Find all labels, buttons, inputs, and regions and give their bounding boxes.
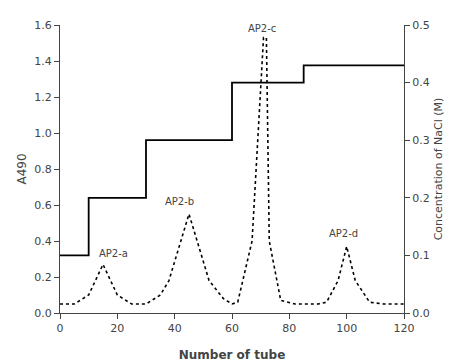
- svg-text:0.0: 0.0: [34, 307, 52, 320]
- svg-text:1.6: 1.6: [34, 19, 52, 32]
- svg-text:0.6: 0.6: [34, 199, 52, 212]
- svg-text:Number of tube: Number of tube: [179, 348, 286, 362]
- svg-text:0.3: 0.3: [412, 134, 430, 147]
- svg-text:0.2: 0.2: [412, 192, 430, 205]
- svg-text:A490: A490: [15, 153, 29, 184]
- svg-text:20: 20: [110, 322, 124, 335]
- svg-text:100: 100: [336, 322, 357, 335]
- svg-text:0.1: 0.1: [412, 249, 430, 262]
- svg-text:120: 120: [394, 322, 415, 335]
- svg-text:Concentration of NaCl (M): Concentration of NaCl (M): [432, 98, 445, 241]
- svg-text:80: 80: [282, 322, 296, 335]
- svg-text:0.8: 0.8: [34, 163, 52, 176]
- svg-text:60: 60: [225, 322, 239, 335]
- svg-text:1.0: 1.0: [34, 127, 52, 140]
- svg-text:0.0: 0.0: [412, 307, 430, 320]
- svg-text:0.2: 0.2: [34, 271, 52, 284]
- svg-text:0.5: 0.5: [412, 19, 430, 32]
- svg-text:0.4: 0.4: [412, 76, 430, 89]
- svg-text:AP2-d: AP2-d: [329, 228, 358, 239]
- svg-text:0.4: 0.4: [34, 235, 52, 248]
- svg-text:40: 40: [168, 322, 182, 335]
- svg-text:1.2: 1.2: [34, 91, 52, 104]
- svg-text:AP2-b: AP2-b: [165, 196, 194, 207]
- svg-text:AP2-c: AP2-c: [248, 23, 276, 34]
- svg-text:AP2-a: AP2-a: [99, 248, 128, 259]
- svg-text:0: 0: [57, 322, 64, 335]
- svg-text:1.4: 1.4: [34, 55, 52, 68]
